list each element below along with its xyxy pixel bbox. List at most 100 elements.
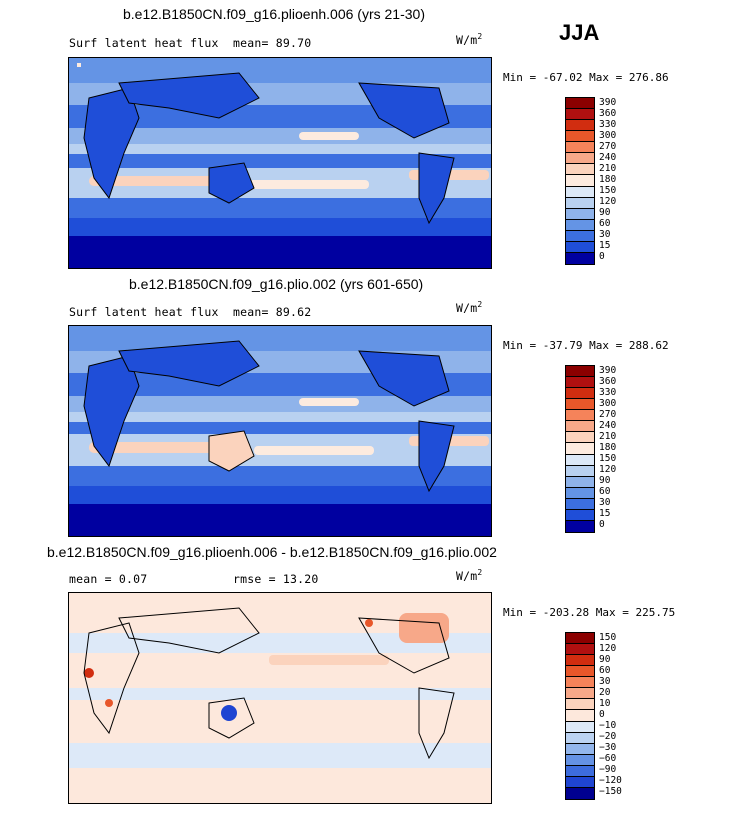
colorbar-swatch [565, 376, 595, 389]
colorbar-swatch [565, 130, 595, 143]
colorbar-label: 0 [599, 709, 605, 720]
colorbar-label: 240 [599, 419, 617, 431]
colorbar-label: 60 [599, 664, 611, 676]
panel-3-map [68, 592, 492, 804]
panel-2-map [68, 325, 492, 537]
colorbar-swatch [565, 742, 595, 755]
panel-3-mean: mean = 0.07 [69, 572, 148, 586]
colorbar-swatch [565, 185, 595, 198]
panel-3-rmse: rmse = 13.20 [233, 572, 319, 586]
season-label: JJA [559, 20, 600, 45]
colorbar-swatch [565, 709, 595, 722]
colorbar-swatch [565, 497, 595, 510]
panel-1-title: b.e12.B1850CN.f09_g16.plioenh.006 (yrs 2… [123, 6, 425, 22]
colorbar-swatch [565, 196, 595, 209]
colorbar-swatch [565, 632, 595, 645]
colorbar-label: 360 [599, 375, 617, 387]
colorbar-label: 60 [599, 486, 611, 498]
colorbar-label: 180 [599, 442, 617, 453]
colorbar-swatch [565, 365, 595, 378]
colorbar-swatch [565, 174, 595, 187]
colorbar-swatch [565, 141, 595, 154]
colorbar-swatch [565, 698, 595, 711]
colorbar-label: 120 [599, 196, 617, 208]
colorbar-swatch [565, 764, 595, 777]
colorbar-label: 300 [599, 397, 617, 409]
colorbar-swatch [565, 519, 595, 533]
colorbar-label: 30 [599, 229, 611, 241]
colorbar-swatch [565, 676, 595, 689]
colorbar-label: 90 [599, 475, 611, 487]
colorbar-swatch [565, 409, 595, 422]
colorbar-label: −10 [599, 720, 617, 732]
colorbar-label: 180 [599, 174, 617, 185]
colorbar-label: 270 [599, 140, 617, 152]
panel-1-map [68, 57, 492, 269]
colorbar-swatch [565, 240, 595, 253]
colorbar-swatch [565, 643, 595, 656]
panel-1-map-svg [69, 58, 491, 268]
panel-2-variable: Surf latent heat flux [69, 305, 219, 319]
panel-1-colorbar: 390 360 330 300 270 240 210 180 150 120 90 60 30 15 0 [565, 96, 625, 265]
colorbar-swatch [565, 687, 595, 700]
colorbar-label: 330 [599, 386, 617, 398]
colorbar-label: 30 [599, 497, 611, 509]
colorbar-label: −20 [599, 731, 617, 743]
colorbar-swatch [565, 731, 595, 744]
colorbar-swatch [565, 398, 595, 411]
colorbar-swatch [565, 207, 595, 220]
colorbar-label: 150 [599, 185, 617, 197]
colorbar-swatch [565, 152, 595, 165]
panel-1-units: W/m2 [456, 32, 483, 47]
colorbar-label: 150 [599, 631, 617, 643]
colorbar-swatch [565, 475, 595, 488]
colorbar-swatch [565, 218, 595, 231]
colorbar-swatch [565, 251, 595, 265]
panel-2-units: W/m2 [456, 300, 483, 315]
colorbar-label: 210 [599, 162, 617, 174]
colorbar-label: 90 [599, 653, 611, 665]
colorbar-label: 0 [599, 519, 605, 531]
colorbar-swatch [565, 665, 595, 678]
colorbar-swatch [565, 654, 595, 667]
panel-3-colorbar: 150 120 90 60 30 20 10 0 −10 −20 −30 −60 −90 −120 −150 [565, 631, 625, 800]
colorbar-label: −150 [599, 786, 622, 798]
colorbar-label: 120 [599, 642, 617, 654]
colorbar-label: 150 [599, 453, 617, 465]
colorbar-label: 300 [599, 129, 617, 141]
colorbar-swatch [565, 486, 595, 499]
colorbar-label: 30 [599, 675, 611, 687]
panel-1-variable: Surf latent heat flux [69, 36, 219, 50]
colorbar-label: 20 [599, 686, 611, 698]
colorbar-label: −60 [599, 753, 617, 765]
colorbar-label: 90 [599, 207, 611, 219]
panel-3-title: b.e12.B1850CN.f09_g16.plioenh.006 - b.e1… [47, 544, 497, 560]
colorbar-label: 390 [599, 364, 617, 376]
colorbar-swatch [565, 97, 595, 110]
colorbar-swatch [565, 108, 595, 121]
colorbar-swatch [565, 420, 595, 433]
colorbar-swatch [565, 508, 595, 521]
panel-1-minmax: Min = -67.02 Max = 276.86 [503, 71, 669, 84]
colorbar-label: 15 [599, 240, 611, 252]
colorbar-label: 0 [599, 251, 605, 263]
colorbar-swatch [565, 119, 595, 132]
panel-2-minmax: Min = -37.79 Max = 288.62 [503, 339, 669, 352]
panel-2-colorbar: 390 360 330 300 270 240 210 180 150 120 90 60 30 15 0 [565, 364, 625, 533]
colorbar-label: 15 [599, 508, 611, 520]
panel-2-title: b.e12.B1850CN.f09_g16.plio.002 (yrs 601-… [129, 276, 424, 292]
colorbar-swatch [565, 442, 595, 455]
colorbar-label: 240 [599, 151, 617, 163]
colorbar-label: −120 [599, 775, 622, 787]
colorbar-swatch [565, 431, 595, 444]
panel-3-units: W/m2 [456, 568, 483, 583]
colorbar-label: 270 [599, 408, 617, 420]
colorbar-label: −30 [599, 742, 617, 754]
colorbar-swatch [565, 387, 595, 400]
colorbar-swatch [565, 753, 595, 766]
colorbar-swatch [565, 453, 595, 466]
panel-1-mean: mean= 89.70 [233, 36, 312, 50]
colorbar-label: 210 [599, 430, 617, 442]
colorbar-label: 60 [599, 218, 611, 230]
colorbar-label: 390 [599, 96, 617, 108]
